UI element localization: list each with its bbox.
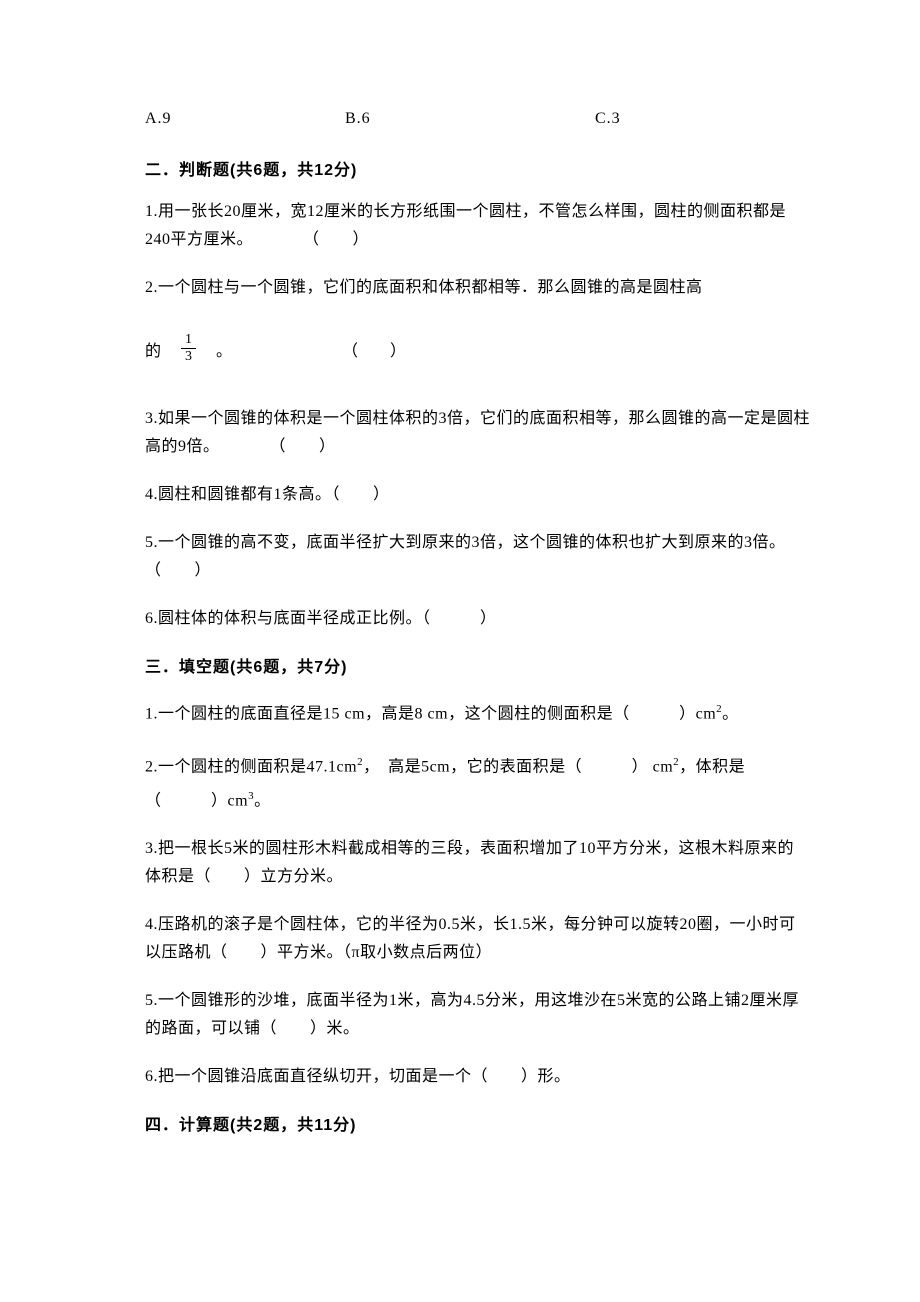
exam-page: A.9 B.6 C.3 二．判断题(共6题，共12分) 1.用一张长20厘米，宽… — [0, 0, 920, 1213]
s3-q3: 3.把一根长5米的圆柱形木料截成相等的三段，表面积增加了10平方分米，这根木料原… — [145, 835, 810, 891]
s3-q1: 1.一个圆柱的底面直径是15 cm，高是8 cm，这个圆柱的侧面积是（ ）cm2… — [145, 695, 810, 728]
s2-q6: 6.圆柱体的体积与底面半径成正比例。（ ） — [145, 605, 810, 633]
s2-q2-suffix: 。 — [200, 337, 232, 361]
option-a: A.9 — [145, 110, 345, 128]
s2-q2-line2: 的 1 3 。 （ ） — [145, 332, 810, 365]
fraction-one-third: 1 3 — [181, 332, 196, 365]
s3-q1-b: 。 — [722, 705, 739, 722]
s2-q5: 5.一个圆锥的高不变，底面半径扩大到原来的3倍，这个圆锥的体积也扩大到原来的3倍… — [145, 529, 810, 585]
s2-q1: 1.用一张长20厘米，宽12厘米的长方形纸围一个圆柱，不管怎么样围，圆柱的侧面积… — [145, 198, 810, 254]
section-3-header: 三．填空题(共6题，共7分) — [145, 653, 810, 677]
s3-q6: 6.把一个圆锥沿底面直径纵切开，切面是一个（ ）形。 — [145, 1063, 810, 1091]
prev-question-options: A.9 B.6 C.3 — [145, 110, 810, 128]
s2-q2-line1: 2.一个圆柱与一个圆锥，它们的底面积和体积都相等．那么圆锥的高是圆柱高 — [145, 274, 810, 302]
s2-q2: 2.一个圆柱与一个圆锥，它们的底面积和体积都相等．那么圆锥的高是圆柱高 的 1 … — [145, 274, 810, 365]
s2-q2-paren: （ ） — [342, 337, 406, 361]
s3-q2-b: ， 高是5cm，它的表面积是（ ） cm — [363, 759, 673, 776]
section-4-header: 四．计算题(共2题，共11分) — [145, 1111, 810, 1135]
option-c: C.3 — [595, 110, 621, 128]
s3-q2-a: 2.一个圆柱的侧面积是47.1cm — [145, 759, 357, 776]
s3-q1-a: 1.一个圆柱的底面直径是15 cm，高是8 cm，这个圆柱的侧面积是（ ）cm — [145, 705, 716, 722]
s3-q5: 5.一个圆锥形的沙堆，底面半径为1米，高为4.5分米，用这堆沙在5米宽的公路上铺… — [145, 987, 810, 1043]
s2-q2-prefix: 的 — [145, 337, 177, 361]
fraction-numerator: 1 — [181, 332, 196, 349]
section-2-header: 二．判断题(共6题，共12分) — [145, 156, 810, 180]
s3-q4: 4.压路机的滚子是个圆柱体，它的半径为0.5米，长1.5米，每分钟可以旋转20圈… — [145, 911, 810, 967]
s2-q4: 4.圆柱和圆锥都有1条高。（ ） — [145, 481, 810, 509]
option-b: B.6 — [345, 110, 595, 128]
s2-q3: 3.如果一个圆锥的体积是一个圆柱体积的3倍，它们的底面积相等，那么圆锥的高一定是… — [145, 405, 810, 461]
fraction-denominator: 3 — [181, 349, 196, 365]
s3-q2: 2.一个圆柱的侧面积是47.1cm2， 高是5cm，它的表面积是（ ） cm2，… — [145, 748, 810, 815]
s3-q2-d: 。 — [254, 792, 271, 809]
